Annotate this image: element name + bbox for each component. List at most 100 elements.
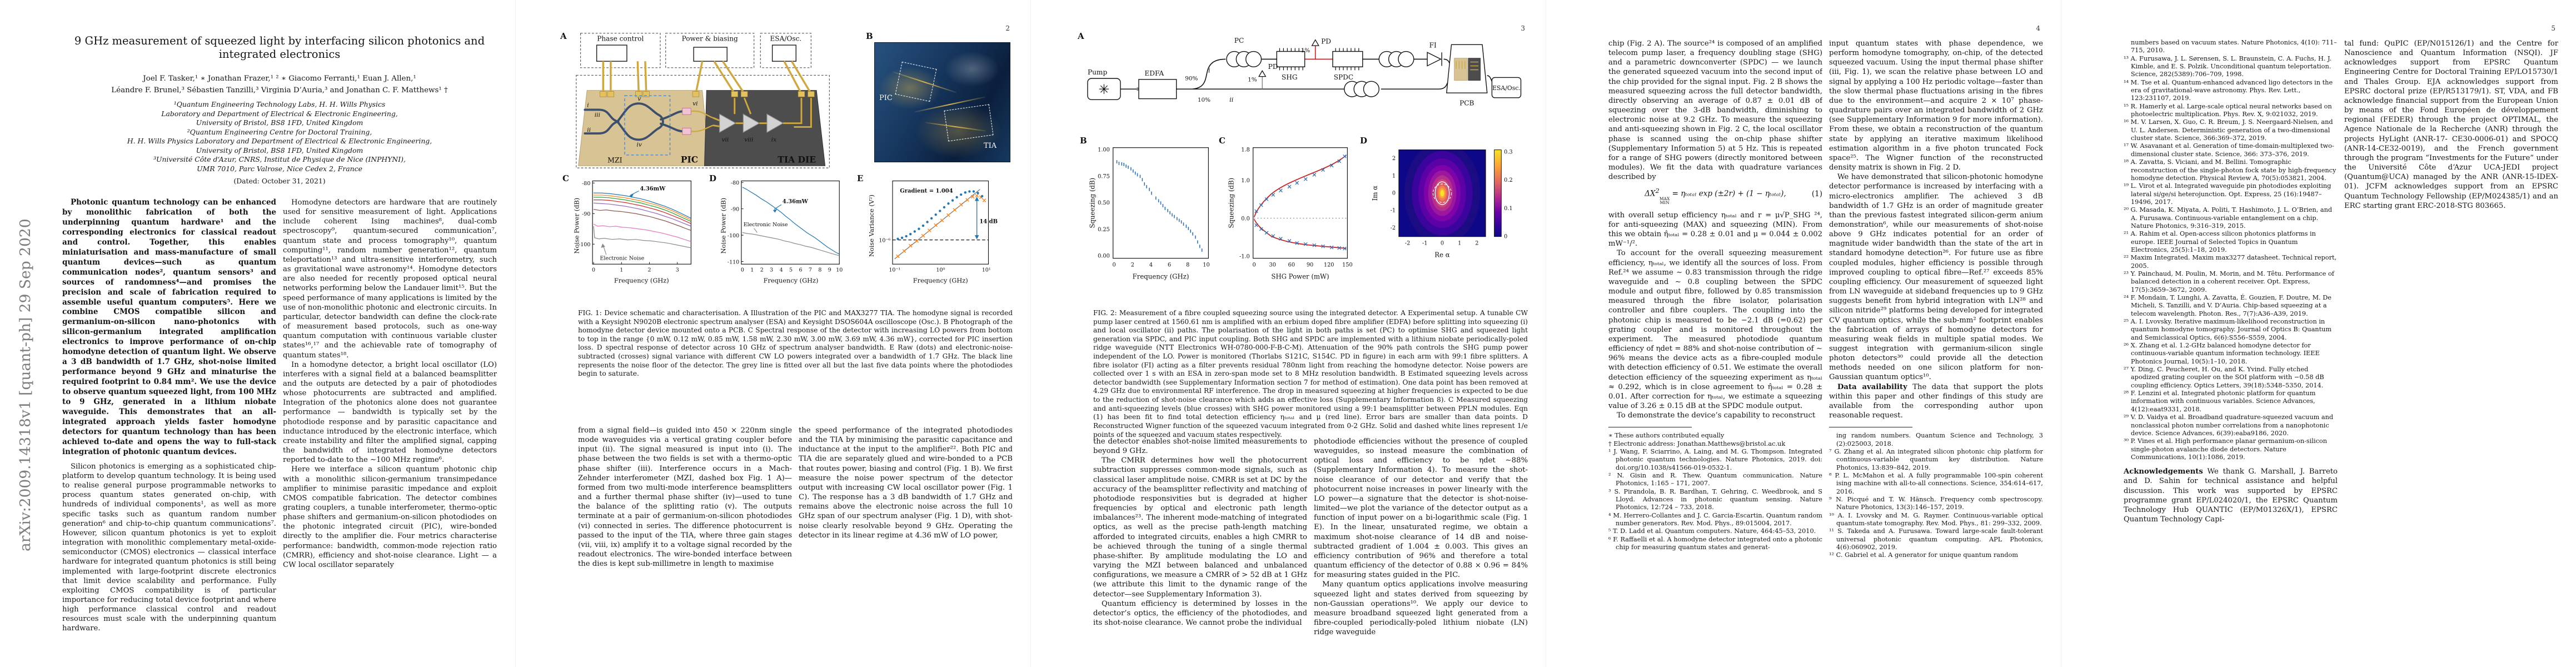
reference: ¹⁸ A. Zavatta, S. Viciani, and M. Bellin… bbox=[2124, 158, 2336, 182]
svg-text:6: 6 bbox=[799, 267, 802, 273]
svg-text:0.00: 0.00 bbox=[1098, 253, 1110, 260]
paper-title: 9 GHz measurement of squeezed light by i… bbox=[74, 34, 485, 61]
svg-text:60: 60 bbox=[1288, 262, 1295, 268]
svg-text:90%: 90% bbox=[1185, 76, 1198, 82]
fig2-panel-b-plot: 1.00 0.75 0.50 0.25 0.00 0 2 4 6 8 10 Fr… bbox=[1089, 147, 1210, 280]
tia-outline-box bbox=[944, 104, 994, 142]
tick-labels: 1.8 1.0 0.0 -1.0 0 30 60 90 120 150 bbox=[1239, 147, 1353, 268]
affiliation-line: ²Quantum Engineering Centre for Doctoral… bbox=[187, 127, 372, 136]
reference: ¹⁶ M. V. Larsen, X. Guo, C. R. Breum, J.… bbox=[2124, 118, 2333, 142]
fig1-panel-a-schematic: Phase control Power & biasing ESA/Osc. bbox=[576, 33, 830, 168]
reference: ³ S. Pirandola, B. R. Bardhan, T. Gehrin… bbox=[1608, 487, 1822, 511]
affiliations: ¹Quantum Engineering Technology Labs, H.… bbox=[62, 100, 497, 173]
svg-text:ii: ii bbox=[587, 126, 591, 133]
svg-text:SHG: SHG bbox=[1282, 73, 1298, 81]
svg-text:1.8: 1.8 bbox=[1241, 147, 1250, 153]
data-crosses bbox=[1254, 154, 1347, 251]
p1-left-column: Photonic quantum technology can be enhan… bbox=[62, 198, 276, 658]
reference: ²⁶ X. Zhang et al. 1.2-GHz balanced homo… bbox=[2124, 342, 2320, 365]
svg-text:vii: vii bbox=[722, 136, 729, 143]
x-axis-label: Frequency (GHz) bbox=[913, 276, 968, 284]
paragraph: from a signal field—is guided into 450 ×… bbox=[578, 426, 792, 569]
svg-text:8: 8 bbox=[1186, 262, 1189, 268]
svg-text:i: i bbox=[1208, 67, 1210, 74]
reference: ¹¹ S. Takeda and A. Furusawa. Toward lar… bbox=[1829, 527, 2043, 551]
fig2-panel-c-plot: 1.8 1.0 0.0 -1.0 0 30 60 90 120 150 SHG … bbox=[1228, 147, 1353, 280]
p2-left-column: from a signal field—is guided into 450 ×… bbox=[578, 426, 792, 658]
affiliation-line: ¹Quantum Engineering Technology Labs, H.… bbox=[173, 100, 386, 108]
svg-text:10⁻⁶: 10⁻⁶ bbox=[879, 237, 890, 243]
page-3: 3 A bbox=[1030, 0, 1546, 667]
svg-text:6: 6 bbox=[1168, 262, 1171, 268]
svg-text:-1: -1 bbox=[1391, 208, 1396, 214]
svg-text:4: 4 bbox=[780, 267, 783, 273]
fig1-caption: FIG. 1: Device schematic and characteris… bbox=[578, 309, 1013, 378]
wigner-heatmap bbox=[1398, 150, 1486, 237]
reference: ²⁵ A. I. Lvovsky. Iterative maximum-like… bbox=[2124, 318, 2332, 341]
svg-text:Pump: Pump bbox=[1088, 68, 1108, 76]
svg-text:10⁻¹: 10⁻¹ bbox=[889, 267, 900, 273]
clearance-arrow: 14 dB bbox=[974, 196, 998, 240]
paragraph: Here we interface a silicon quantum phot… bbox=[283, 465, 497, 569]
reference: ⁵ T. D. Ladd et al. Quantum computers. N… bbox=[1608, 527, 1816, 535]
x-axis-label: Frequency (GHz) bbox=[614, 276, 669, 284]
svg-text:iv: iv bbox=[636, 141, 641, 148]
paragraph: The CMRR determines how well the photocu… bbox=[1093, 456, 1307, 599]
gradient-annotation: Gradient = 1.004 bbox=[900, 188, 953, 194]
mzi-dashed-box bbox=[624, 95, 671, 156]
affiliation-line: Laboratory and Department of Electrical … bbox=[161, 109, 398, 118]
arxiv-watermark: arXiv:2009.14318v1 [quant-ph] 29 Sep 202… bbox=[17, 218, 34, 551]
x-axis-label: Re α bbox=[1434, 251, 1449, 259]
svg-text:4: 4 bbox=[1149, 262, 1153, 268]
raw-dots bbox=[896, 190, 984, 240]
svg-text:-80: -80 bbox=[731, 180, 739, 186]
fig1-panel-e-plot: 14 dB Gradient = 1.004 10⁻⁶ 10⁻¹ 10⁰ 10¹… bbox=[868, 180, 998, 284]
tia-gold-traces bbox=[712, 97, 812, 128]
svg-text:1%: 1% bbox=[1301, 47, 1311, 54]
paragraph: To demonstrate the device’s capability t… bbox=[1617, 411, 1816, 420]
svg-text:-90: -90 bbox=[582, 211, 590, 217]
reference: ⁶ F. Raffaelli et al. A homodyne detecto… bbox=[1608, 535, 1822, 551]
svg-text:v: v bbox=[637, 95, 641, 102]
footnote: † Electronic address: Jonathan.Matthews@… bbox=[1608, 440, 1786, 447]
reference: ⁷ G. Zhang et al. An integrated silicon … bbox=[1829, 447, 2043, 471]
percent-labels: 90% 10% 1% 1% bbox=[1185, 47, 1310, 103]
svg-text:ESA/Osc.: ESA/Osc. bbox=[1492, 84, 1521, 92]
svg-text:0: 0 bbox=[1392, 191, 1396, 197]
svg-text:0: 0 bbox=[1252, 262, 1255, 268]
svg-text:-2: -2 bbox=[1405, 240, 1411, 246]
svg-text:0.2: 0.2 bbox=[1504, 177, 1513, 183]
svg-text:1: 1 bbox=[1458, 240, 1461, 246]
svg-text:0.25: 0.25 bbox=[1098, 227, 1110, 233]
phase-control-label: Phase control bbox=[597, 34, 644, 42]
fig2-panel-b-letter: B bbox=[1080, 136, 1087, 146]
fig1-panel-a-letter: A bbox=[560, 31, 567, 41]
paragraph: Data availability The data that support … bbox=[1829, 382, 2043, 420]
reference: ²² Maxim Integrated. Maxim max3277 datas… bbox=[2124, 254, 2337, 270]
path-labels: i ii bbox=[1208, 67, 1234, 103]
p4-right-column: input quantum states with phase dependen… bbox=[1829, 39, 2043, 658]
pd-taps bbox=[1258, 39, 1319, 89]
fig2-panel-d-wigner: 2 1 0 -1 -2 -2 -1 0 1 2 0.3 0.2 0.1 0 Re… bbox=[1371, 149, 1513, 259]
svg-text:EDFA: EDFA bbox=[1144, 69, 1164, 77]
roman-numeral-labels: i iii ii iv v vi vii viii ix bbox=[587, 95, 776, 148]
svg-text:-100: -100 bbox=[579, 242, 590, 248]
svg-text:1.0: 1.0 bbox=[1241, 178, 1250, 184]
y-axis-label: Noise Power (dB) bbox=[573, 198, 581, 254]
paragraph: chip (Fig. 2 A). The source²⁴ is compose… bbox=[1608, 39, 1822, 182]
p3-left-column: the detector enables shot-noise limited … bbox=[1093, 437, 1307, 658]
fig1-panel-e-letter: E bbox=[857, 173, 864, 183]
svg-text:1.00: 1.00 bbox=[1098, 147, 1110, 153]
svg-text:10: 10 bbox=[1203, 262, 1209, 268]
footnote: ∗ These authors contributed equally bbox=[1608, 432, 1725, 440]
svg-text:iii: iii bbox=[595, 111, 600, 118]
tick-labels: 2 1 0 -1 -2 -2 -1 0 1 2 0.3 0.2 0.1 0 bbox=[1391, 149, 1513, 246]
acknowledgements-continuation: tal fund: QuPIC (EP/N015126/1) and the C… bbox=[2344, 39, 2558, 210]
reference: ²³ Y. Painchaud, M. Poulin, M. Morin, an… bbox=[2124, 270, 2334, 293]
svg-text:0.50: 0.50 bbox=[1098, 200, 1110, 206]
page-number: 4 bbox=[2036, 24, 2040, 32]
pcb-mini-chips bbox=[1454, 58, 1481, 81]
vacuum-contour bbox=[1432, 183, 1452, 203]
svg-text:-2: -2 bbox=[1391, 225, 1396, 231]
